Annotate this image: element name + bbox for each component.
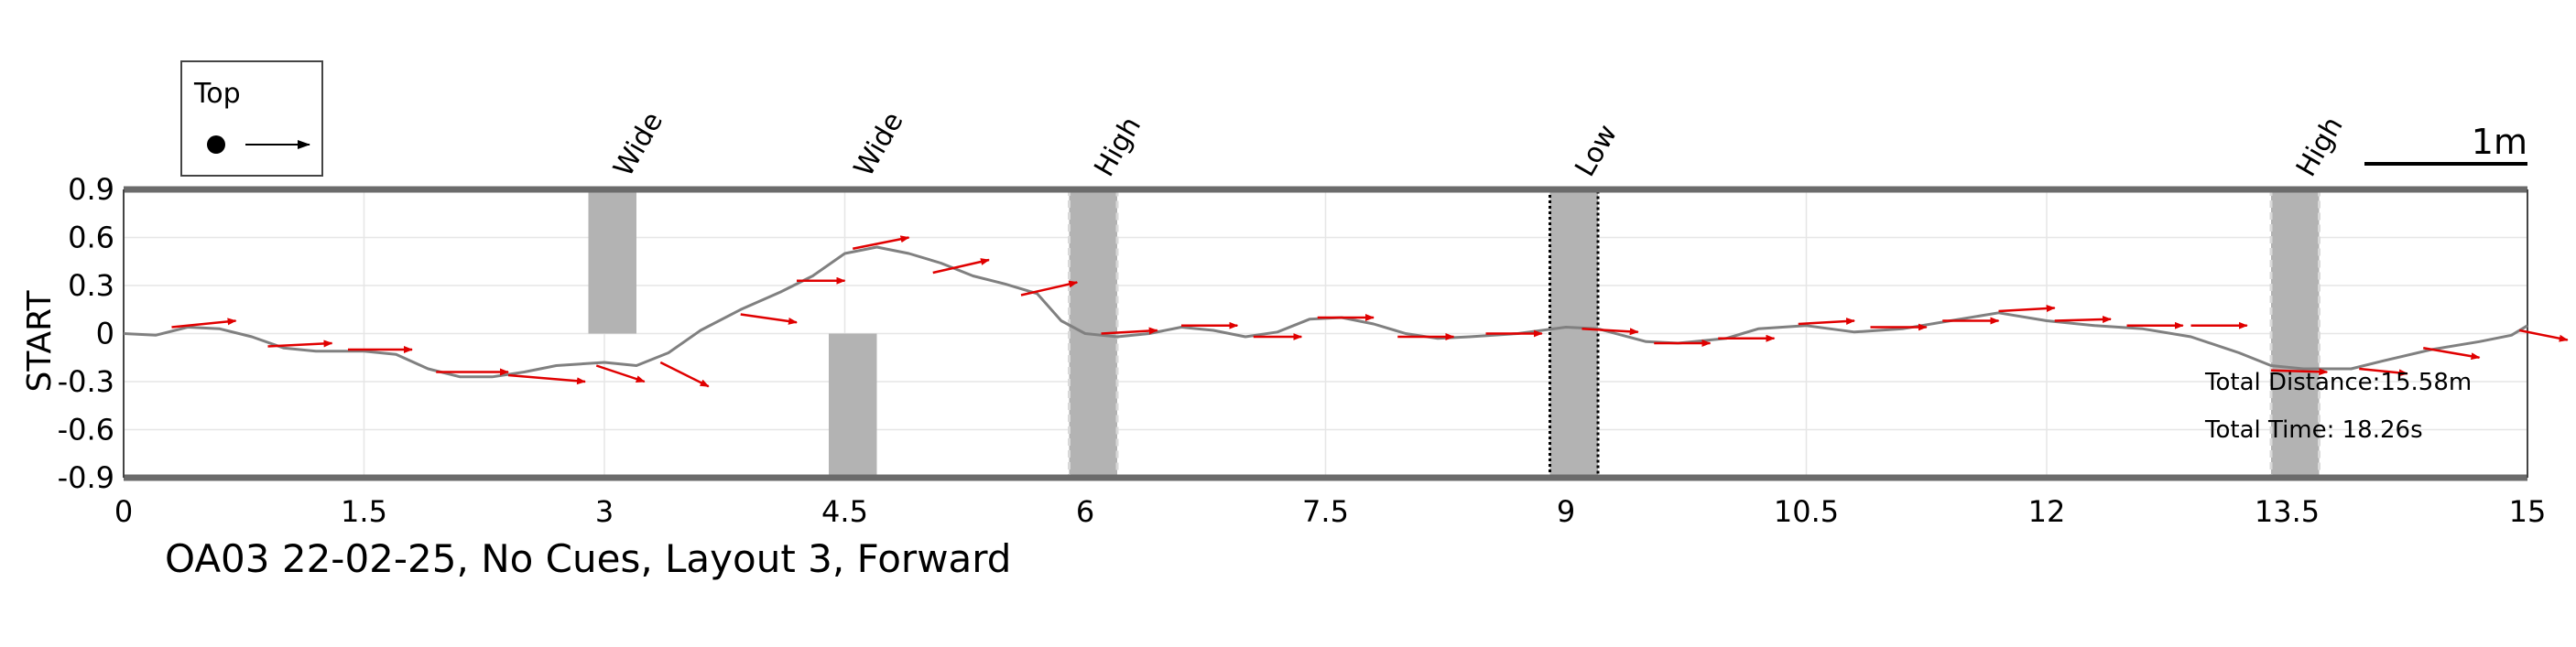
legend-dot-icon [207, 135, 225, 154]
heading-arrow [2054, 316, 2112, 324]
obstacle-label: High [1088, 112, 1147, 182]
heading-arrow [2359, 367, 2408, 377]
stats: Total Distance:15.58m Total Time: 18.26s [2204, 369, 2472, 444]
total-time-label: Total Time: 18.26s [2204, 416, 2423, 444]
heading-arrow [507, 373, 586, 385]
x-tick-label: 0 [114, 494, 133, 529]
chart-title: OA03 22-02-25, No Cues, Layout 3, Forwar… [165, 536, 1011, 581]
y-tick-label: -0.9 [58, 460, 114, 495]
heading-arrow [2519, 329, 2569, 342]
heading-arrow [267, 340, 333, 348]
obstacle-wide [588, 189, 636, 334]
heading-arrow [1101, 327, 1158, 335]
total-distance-label: Total Distance:15.58m [2204, 369, 2472, 396]
y-tick-label: 0 [96, 317, 114, 351]
scale-bar-label: 1m [2472, 122, 2527, 162]
obstacle-label: Wide [848, 107, 910, 182]
heading-arrow [853, 235, 910, 250]
obstacle-label: Low [1569, 119, 1624, 182]
heading-arrow [595, 364, 646, 383]
x-tick-label: 9 [1557, 494, 1575, 529]
legend: Top [180, 60, 323, 177]
trajectory-line [123, 245, 2528, 379]
legend-label: Top [193, 78, 241, 110]
obstacle-label: High [2290, 112, 2350, 182]
x-tick-label: 6 [1076, 494, 1094, 529]
x-tick-label: 13.5 [2255, 494, 2320, 529]
heading-arrows [171, 235, 2569, 388]
heading-arrow [2423, 347, 2481, 361]
y-tick-label: 0.6 [68, 221, 114, 255]
tick-labels: Wide Wide High Low High 0 1.5 3 4.5 6 7.5 9 10.5 12 13… [58, 107, 2547, 529]
heading-arrow [171, 318, 237, 329]
x-tick-label: 7.5 [1302, 494, 1349, 529]
legend-box [180, 60, 323, 177]
scale-bar: 1m [2364, 122, 2527, 166]
heading-arrow [1798, 318, 1855, 326]
y-tick-label: -0.3 [58, 364, 114, 399]
heading-arrow [1020, 280, 1079, 297]
y-tick-label: 0.9 [68, 172, 114, 207]
x-tick-label: 12 [2028, 494, 2066, 529]
x-tick-label: 10.5 [1774, 494, 1839, 529]
y-tick-label: -0.6 [58, 413, 114, 448]
heading-arrow [1998, 305, 2056, 313]
heading-arrow [659, 361, 710, 388]
series [123, 245, 2528, 379]
heading-arrow [740, 313, 798, 325]
obstacle-low [1549, 188, 1600, 480]
y-tick-label: 0.3 [68, 268, 114, 303]
obstacles [588, 188, 2321, 480]
x-tick-label: 1.5 [341, 494, 387, 529]
heading-arrow [932, 258, 990, 275]
heading-arrow [1581, 328, 1639, 336]
y-axis-label: START [21, 289, 59, 392]
x-tick-label: 4.5 [821, 494, 868, 529]
x-tick-label: 3 [595, 494, 614, 529]
heading-arrow [2270, 368, 2329, 376]
obstacle-label: Wide [607, 107, 669, 182]
x-tick-label: 15 [2509, 494, 2547, 529]
obstacle-wide [829, 333, 877, 478]
